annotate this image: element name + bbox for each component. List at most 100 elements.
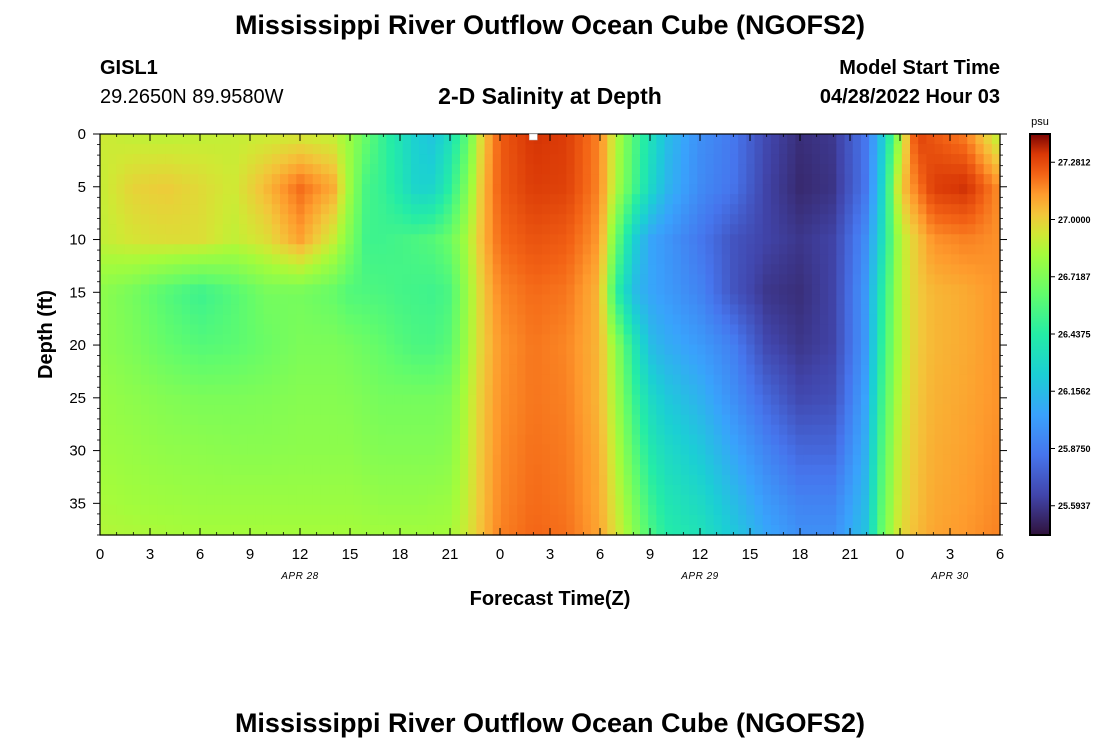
heatmap-cell [877, 184, 887, 195]
heatmap-cell [779, 504, 788, 516]
heatmap-cell [206, 454, 216, 466]
heatmap-cell [190, 324, 199, 336]
heatmap-cell [893, 284, 903, 296]
heatmap-cell [844, 234, 854, 245]
heatmap-cell [419, 364, 428, 376]
heatmap-cell [713, 454, 723, 466]
heatmap-cell [427, 484, 437, 496]
heatmap-cell [926, 254, 936, 265]
heatmap-cell [304, 414, 314, 426]
heatmap-cell [222, 284, 232, 296]
heatmap-cell [124, 444, 134, 456]
heatmap-cell [533, 334, 543, 346]
heatmap-cell [656, 154, 666, 165]
heatmap-cell [640, 394, 649, 406]
heatmap-cell [509, 174, 518, 185]
heatmap-cell [173, 514, 183, 526]
heatmap-cell [320, 354, 330, 366]
heatmap-cell [959, 444, 968, 456]
heatmap-cell [803, 504, 813, 516]
heatmap-cell [754, 394, 764, 406]
heatmap-cell [419, 174, 428, 185]
heatmap-cell [811, 364, 821, 376]
heatmap-cell [239, 134, 248, 145]
heatmap-cell [574, 284, 584, 296]
heatmap-cell [582, 354, 592, 366]
heatmap-cell [811, 374, 821, 386]
heatmap-cell [869, 354, 878, 366]
heatmap-cell [533, 474, 543, 486]
heatmap-cell [991, 154, 1001, 165]
heatmap-cell [492, 334, 502, 346]
heatmap-cell [615, 134, 625, 145]
heatmap-cell [149, 464, 158, 476]
heatmap-cell [394, 464, 404, 476]
heatmap-cell [787, 364, 797, 376]
heatmap-cell [345, 504, 355, 516]
heatmap-cell [353, 284, 363, 296]
heatmap-cell [885, 404, 895, 416]
heatmap-cell [484, 324, 494, 336]
heatmap-cell [991, 434, 1001, 446]
heatmap-cell [181, 474, 191, 486]
heatmap-cell [181, 184, 191, 195]
heatmap-cell [157, 334, 167, 346]
heatmap-cell [795, 434, 805, 446]
heatmap-cell [386, 334, 396, 346]
heatmap-cell [991, 484, 1001, 496]
heatmap-cell [811, 494, 821, 506]
heatmap-cell [337, 454, 347, 466]
heatmap-cell [836, 524, 846, 536]
heatmap-cell [795, 264, 805, 275]
heatmap-cell [844, 444, 854, 456]
heatmap-cell [820, 334, 829, 346]
heatmap-cell [500, 354, 510, 366]
heatmap-cell [239, 374, 248, 386]
heatmap-cell [263, 314, 273, 326]
heatmap-cell [100, 394, 109, 406]
heatmap-cell [648, 264, 657, 275]
heatmap-cell [934, 314, 944, 326]
heatmap-cell [533, 384, 543, 396]
heatmap-cell [820, 314, 829, 326]
heatmap-cell [451, 174, 461, 185]
heatmap-cell [574, 474, 584, 486]
heatmap-cell [672, 274, 682, 285]
heatmap-cell [869, 364, 878, 376]
heatmap-cell [590, 314, 600, 326]
heatmap-cell [468, 324, 477, 336]
heatmap-cell [149, 394, 158, 406]
heatmap-cell [509, 474, 518, 486]
heatmap-cell [435, 304, 445, 316]
heatmap-cell [590, 504, 600, 516]
heatmap-cell [836, 314, 846, 326]
heatmap-cell [852, 304, 862, 316]
heatmap-cell [901, 174, 911, 185]
heatmap-cell [198, 214, 207, 225]
heatmap-cell [574, 494, 584, 506]
heatmap-cell [157, 344, 167, 356]
heatmap-cell [918, 524, 927, 536]
heatmap-cell [697, 214, 707, 225]
heatmap-cell [419, 514, 428, 526]
heatmap-cell [263, 214, 273, 225]
heatmap-cell [705, 394, 715, 406]
heatmap-cell [910, 344, 919, 356]
heatmap-cell [983, 314, 993, 326]
heatmap-cell [705, 224, 715, 235]
heatmap-cell [402, 134, 412, 145]
heatmap-cell [787, 204, 797, 215]
heatmap-cell [566, 164, 576, 175]
heatmap-cell [942, 264, 952, 275]
heatmap-cell [926, 484, 936, 496]
heatmap-cell [901, 244, 911, 255]
heatmap-cell [394, 244, 404, 255]
heatmap-cell [198, 274, 207, 285]
heatmap-cell [926, 284, 936, 296]
heatmap-cell [230, 304, 240, 316]
heatmap-cell [885, 494, 895, 506]
heatmap-cell [394, 164, 404, 175]
heatmap-cell [280, 374, 289, 386]
heatmap-cell [991, 194, 1001, 205]
heatmap-cell [476, 434, 486, 446]
